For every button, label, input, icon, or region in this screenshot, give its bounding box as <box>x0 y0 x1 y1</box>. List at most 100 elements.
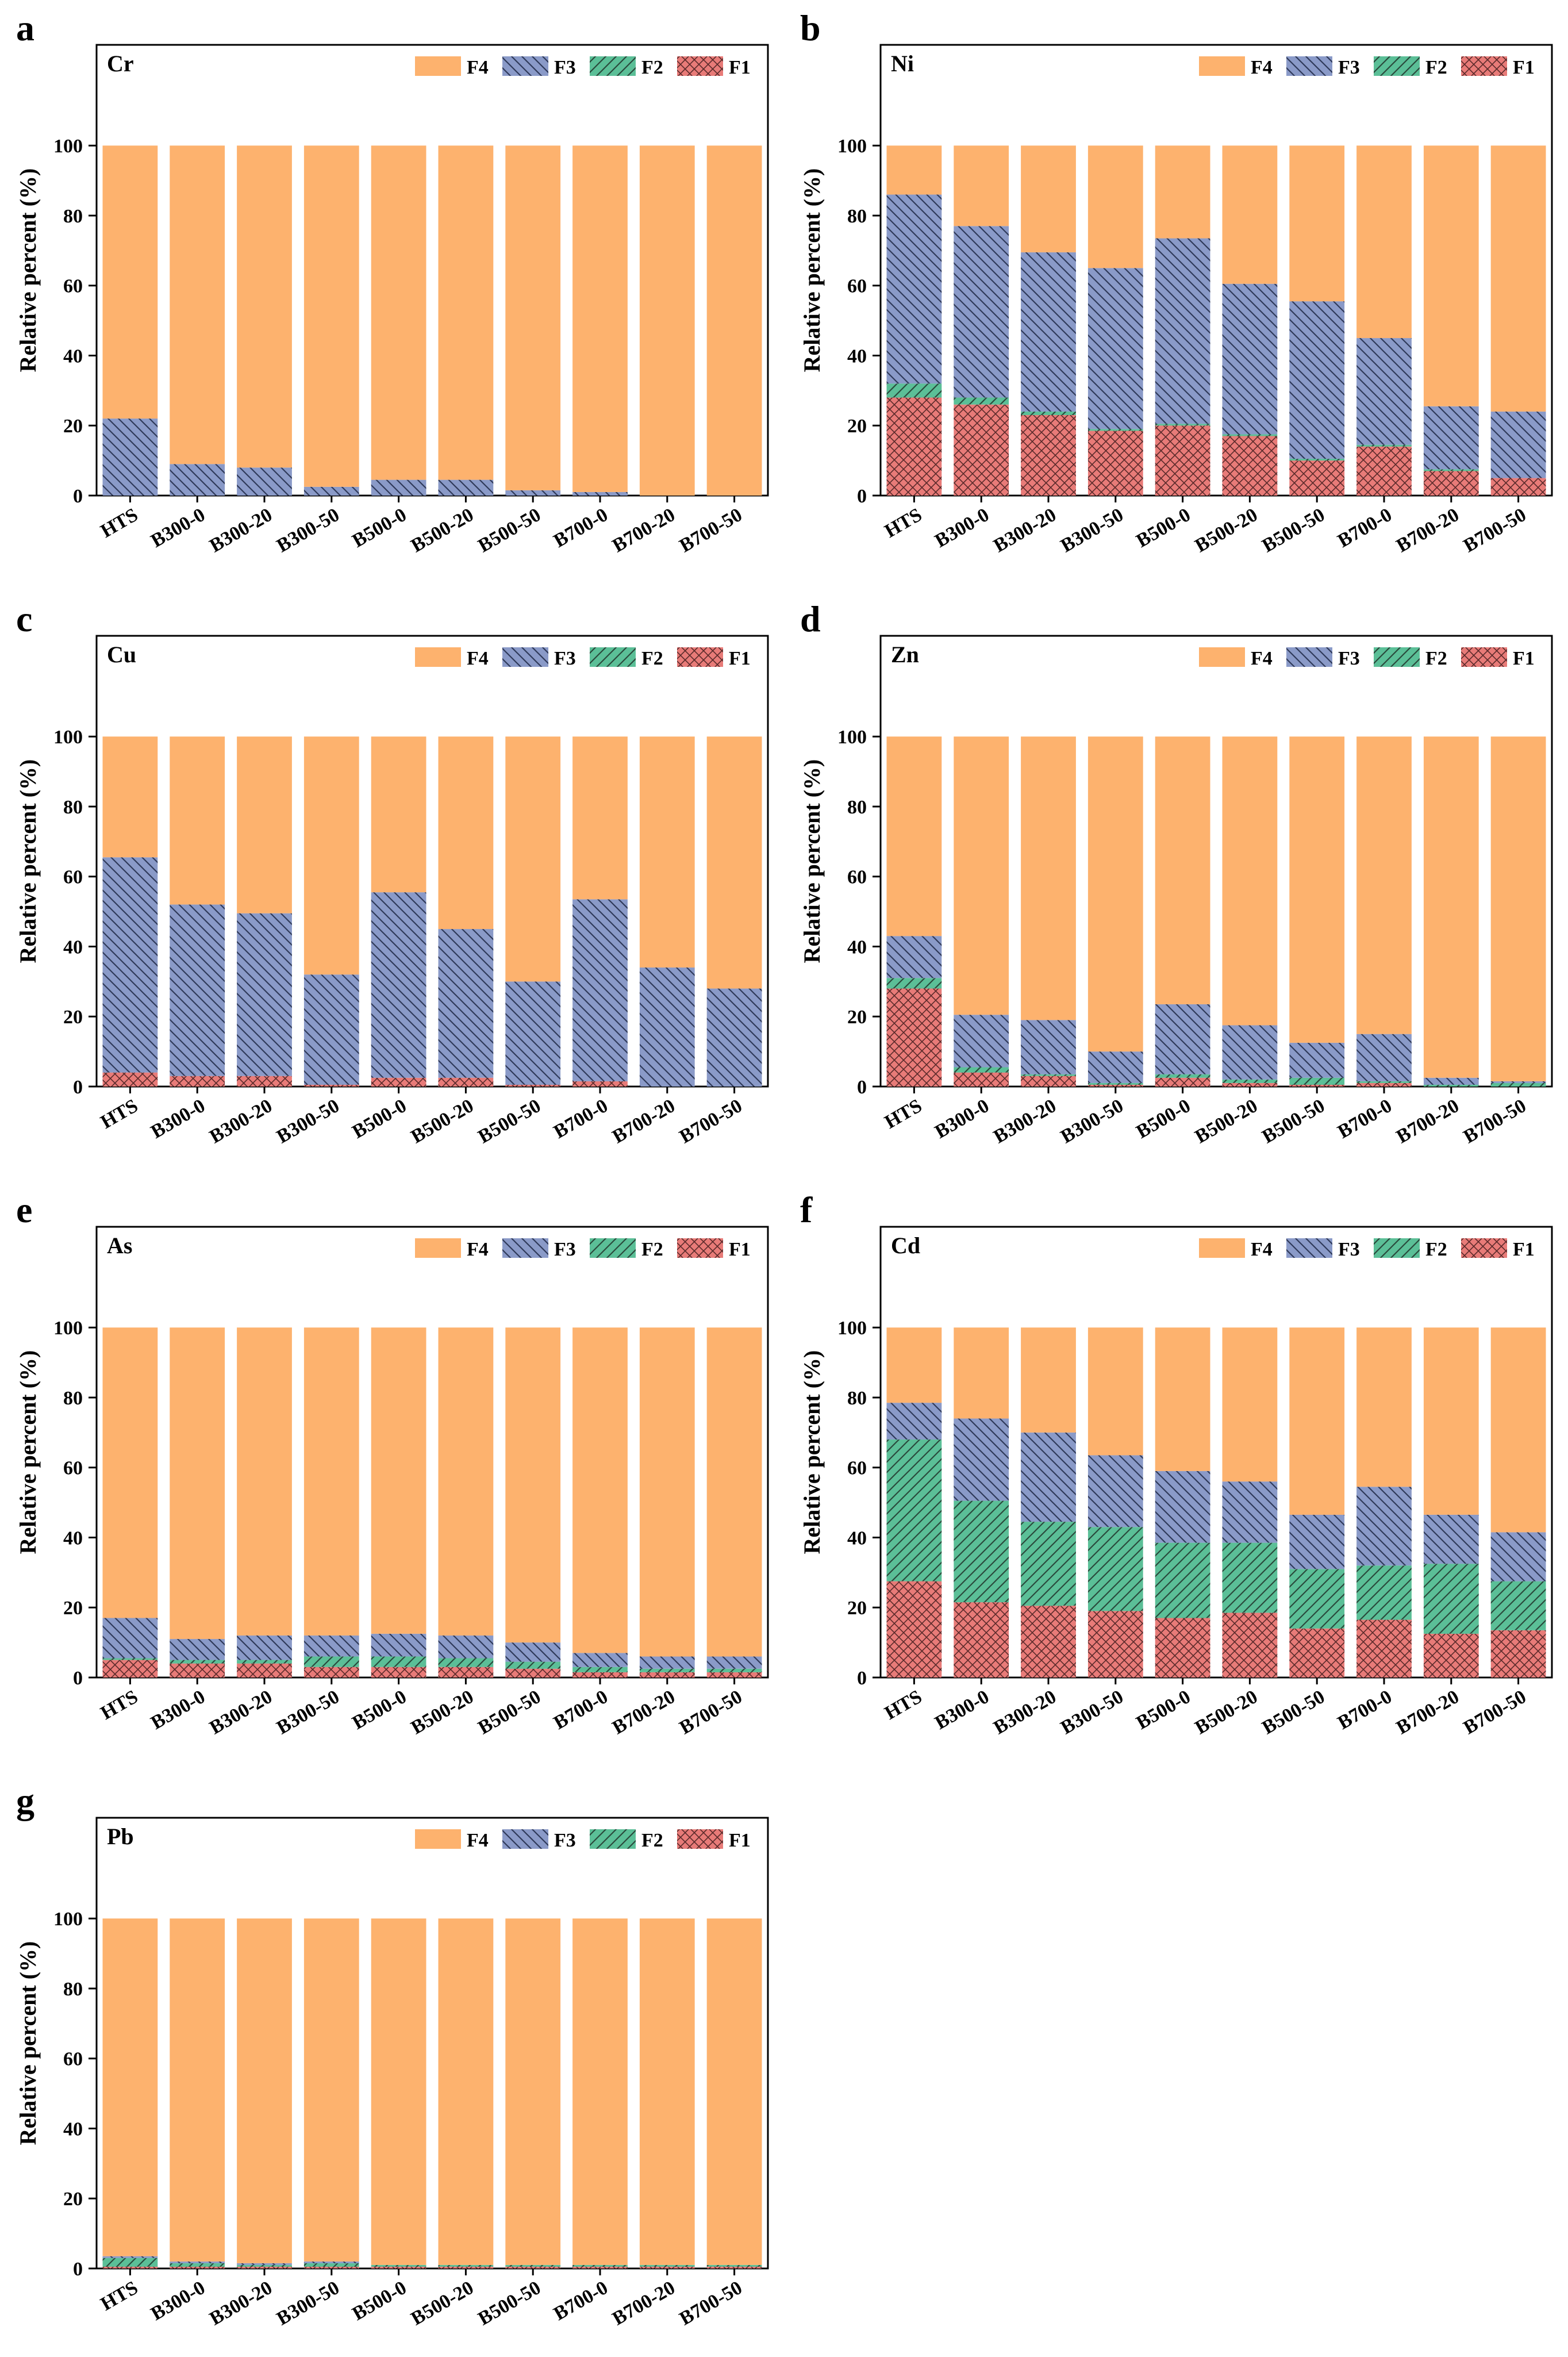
bar-segment-F2-B700-50 <box>706 1668 762 1672</box>
x-tick-label: B700-0 <box>1334 1095 1396 1143</box>
legend-label-F3: F3 <box>554 648 576 669</box>
bar-segment-F2-B300-20 <box>1021 1074 1076 1076</box>
legend-swatch-F4 <box>415 56 461 76</box>
bar-segment-F4-B300-0 <box>170 145 225 465</box>
bar-segment-F1-B700-0 <box>1356 1082 1412 1087</box>
bar-segment-F3-B500-50 <box>1289 1514 1345 1569</box>
bar-segment-F4-B700-0 <box>1356 145 1412 339</box>
chart-title: Cu <box>107 642 136 667</box>
panel-letter: e <box>16 1189 32 1230</box>
legend-swatch-F4 <box>1199 56 1245 76</box>
bar-segment-F4-B300-50 <box>303 1327 359 1636</box>
bar-segment-F4-B300-50 <box>303 1918 359 2262</box>
bar-segment-F4-B700-20 <box>1423 1327 1479 1515</box>
bar-segment-F4-B500-0 <box>1155 145 1210 239</box>
bar-segment-F4-B700-0 <box>572 736 628 900</box>
bar-segment-F1-B500-50 <box>505 1084 561 1087</box>
legend-label-F2: F2 <box>1425 648 1447 669</box>
bar-segment-F3-B500-0 <box>1155 238 1210 424</box>
bar-segment-F2-B300-50 <box>303 2263 359 2267</box>
bar-segment-F4-B700-20 <box>1423 145 1479 406</box>
bar-segment-F2-B700-0 <box>1356 1565 1412 1620</box>
bar-segment-F1-B300-0 <box>954 1072 1009 1087</box>
bar-segment-F4-B300-20 <box>237 1327 292 1636</box>
bar-segment-F4-B300-50 <box>1087 145 1143 268</box>
y-axis-label: Relative percent (%) <box>799 759 825 963</box>
y-axis-label: Relative percent (%) <box>15 1350 41 1554</box>
bar-segment-F2-HTS <box>886 978 942 989</box>
panel-letter: a <box>16 7 34 48</box>
bar-segment-F3-B300-50 <box>1087 1051 1143 1083</box>
legend-swatch-F3 <box>1286 647 1332 667</box>
bar-segment-F3-B300-0 <box>954 1015 1009 1068</box>
bar-segment-F2-HTS <box>102 2258 158 2267</box>
x-tick-label: B700-50 <box>676 1686 746 1739</box>
bar-segment-F1-B700-0 <box>1356 1619 1412 1677</box>
x-tick-label: B500-20 <box>1192 1686 1262 1739</box>
bar-segment-F4-B500-20 <box>1222 736 1278 1026</box>
bar-segment-F1-B300-50 <box>1087 1611 1143 1677</box>
bar-segment-F2-B500-50 <box>1289 459 1345 461</box>
bar-segment-F4-B300-20 <box>1021 145 1076 252</box>
bar-segment-F4-B700-20 <box>639 1327 695 1657</box>
bar-segment-F4-HTS <box>102 1918 158 2256</box>
bar-segment-F3-B300-20 <box>1021 1432 1076 1522</box>
legend-swatch-F2 <box>590 56 636 76</box>
x-tick-label: B300-50 <box>273 1095 343 1148</box>
chart-title: Cd <box>891 1233 920 1258</box>
bar-segment-F2-B300-0 <box>170 2263 225 2267</box>
bar-segment-F4-B500-20 <box>438 1327 494 1636</box>
bar-segment-F1-B500-0 <box>371 2266 426 2268</box>
bar-segment-F3-B300-0 <box>170 904 225 1076</box>
bar-segment-F4-B300-50 <box>303 145 359 487</box>
bar-segment-F1-B500-20 <box>438 2266 494 2268</box>
bar-segment-F2-B500-20 <box>438 2264 494 2267</box>
y-tick-label: 100 <box>837 136 867 157</box>
legend-label-F4: F4 <box>1251 648 1273 669</box>
bar-segment-F2-B700-50 <box>1490 1581 1546 1630</box>
panel-letter: b <box>800 7 821 48</box>
bar-segment-F2-B700-20 <box>639 1668 695 1672</box>
bar-segment-F3-B500-20 <box>438 479 494 496</box>
bar-segment-F1-HTS <box>886 1581 942 1677</box>
bar-segment-F1-B500-0 <box>371 1077 426 1087</box>
bar-segment-F1-B500-0 <box>1155 425 1210 496</box>
legend-swatch-F4 <box>415 1829 461 1849</box>
legend: F4 F3 F2 F1 <box>1199 1238 1535 1260</box>
bar-segment-F3-B500-20 <box>1222 283 1278 435</box>
bar-segment-F3-B300-20 <box>237 2263 292 2265</box>
legend-swatch-F2 <box>590 647 636 667</box>
x-tick-label: B700-20 <box>1393 504 1463 557</box>
x-tick-label: B700-0 <box>550 1686 612 1734</box>
bar-segment-F2-B700-0 <box>1356 1081 1412 1083</box>
bar-segment-F3-B300-50 <box>303 1635 359 1657</box>
y-tick-label: 80 <box>63 206 83 227</box>
y-tick-label: 40 <box>847 1527 867 1549</box>
legend-swatch-F1 <box>1461 1238 1507 1258</box>
legend-label-F1: F1 <box>1513 57 1535 78</box>
bar-segment-F4-B500-50 <box>1289 145 1345 302</box>
y-tick-label: 0 <box>73 2259 83 2280</box>
x-tick-label: HTS <box>97 504 141 542</box>
bar-segment-F4-B700-0 <box>572 145 628 492</box>
y-tick-label: 100 <box>837 1318 867 1339</box>
bar-segment-F3-B700-50 <box>706 1656 762 1669</box>
bar-segment-F2-B700-0 <box>1356 444 1412 447</box>
bar-segment-F3-B300-50 <box>303 974 359 1085</box>
bar-segment-F2-B500-0 <box>371 2264 426 2267</box>
y-tick-label: 80 <box>847 1388 867 1409</box>
y-axis-label: Relative percent (%) <box>15 759 41 963</box>
bar-segment-F4-B700-0 <box>572 1918 628 2265</box>
bar-segment-F3-HTS <box>102 857 158 1073</box>
x-tick-label: B500-50 <box>475 504 545 557</box>
bar-segment-F3-B300-0 <box>170 1639 225 1660</box>
bar-segment-F4-B500-20 <box>438 145 494 480</box>
x-tick-label: B700-20 <box>609 2277 679 2330</box>
legend-label-F1: F1 <box>1513 648 1535 669</box>
bar-segment-F3-B700-0 <box>1356 1034 1412 1081</box>
x-tick-label: B300-20 <box>206 1686 276 1739</box>
legend-swatch-F3 <box>1286 1238 1332 1258</box>
bar-segment-F4-HTS <box>886 1327 942 1403</box>
